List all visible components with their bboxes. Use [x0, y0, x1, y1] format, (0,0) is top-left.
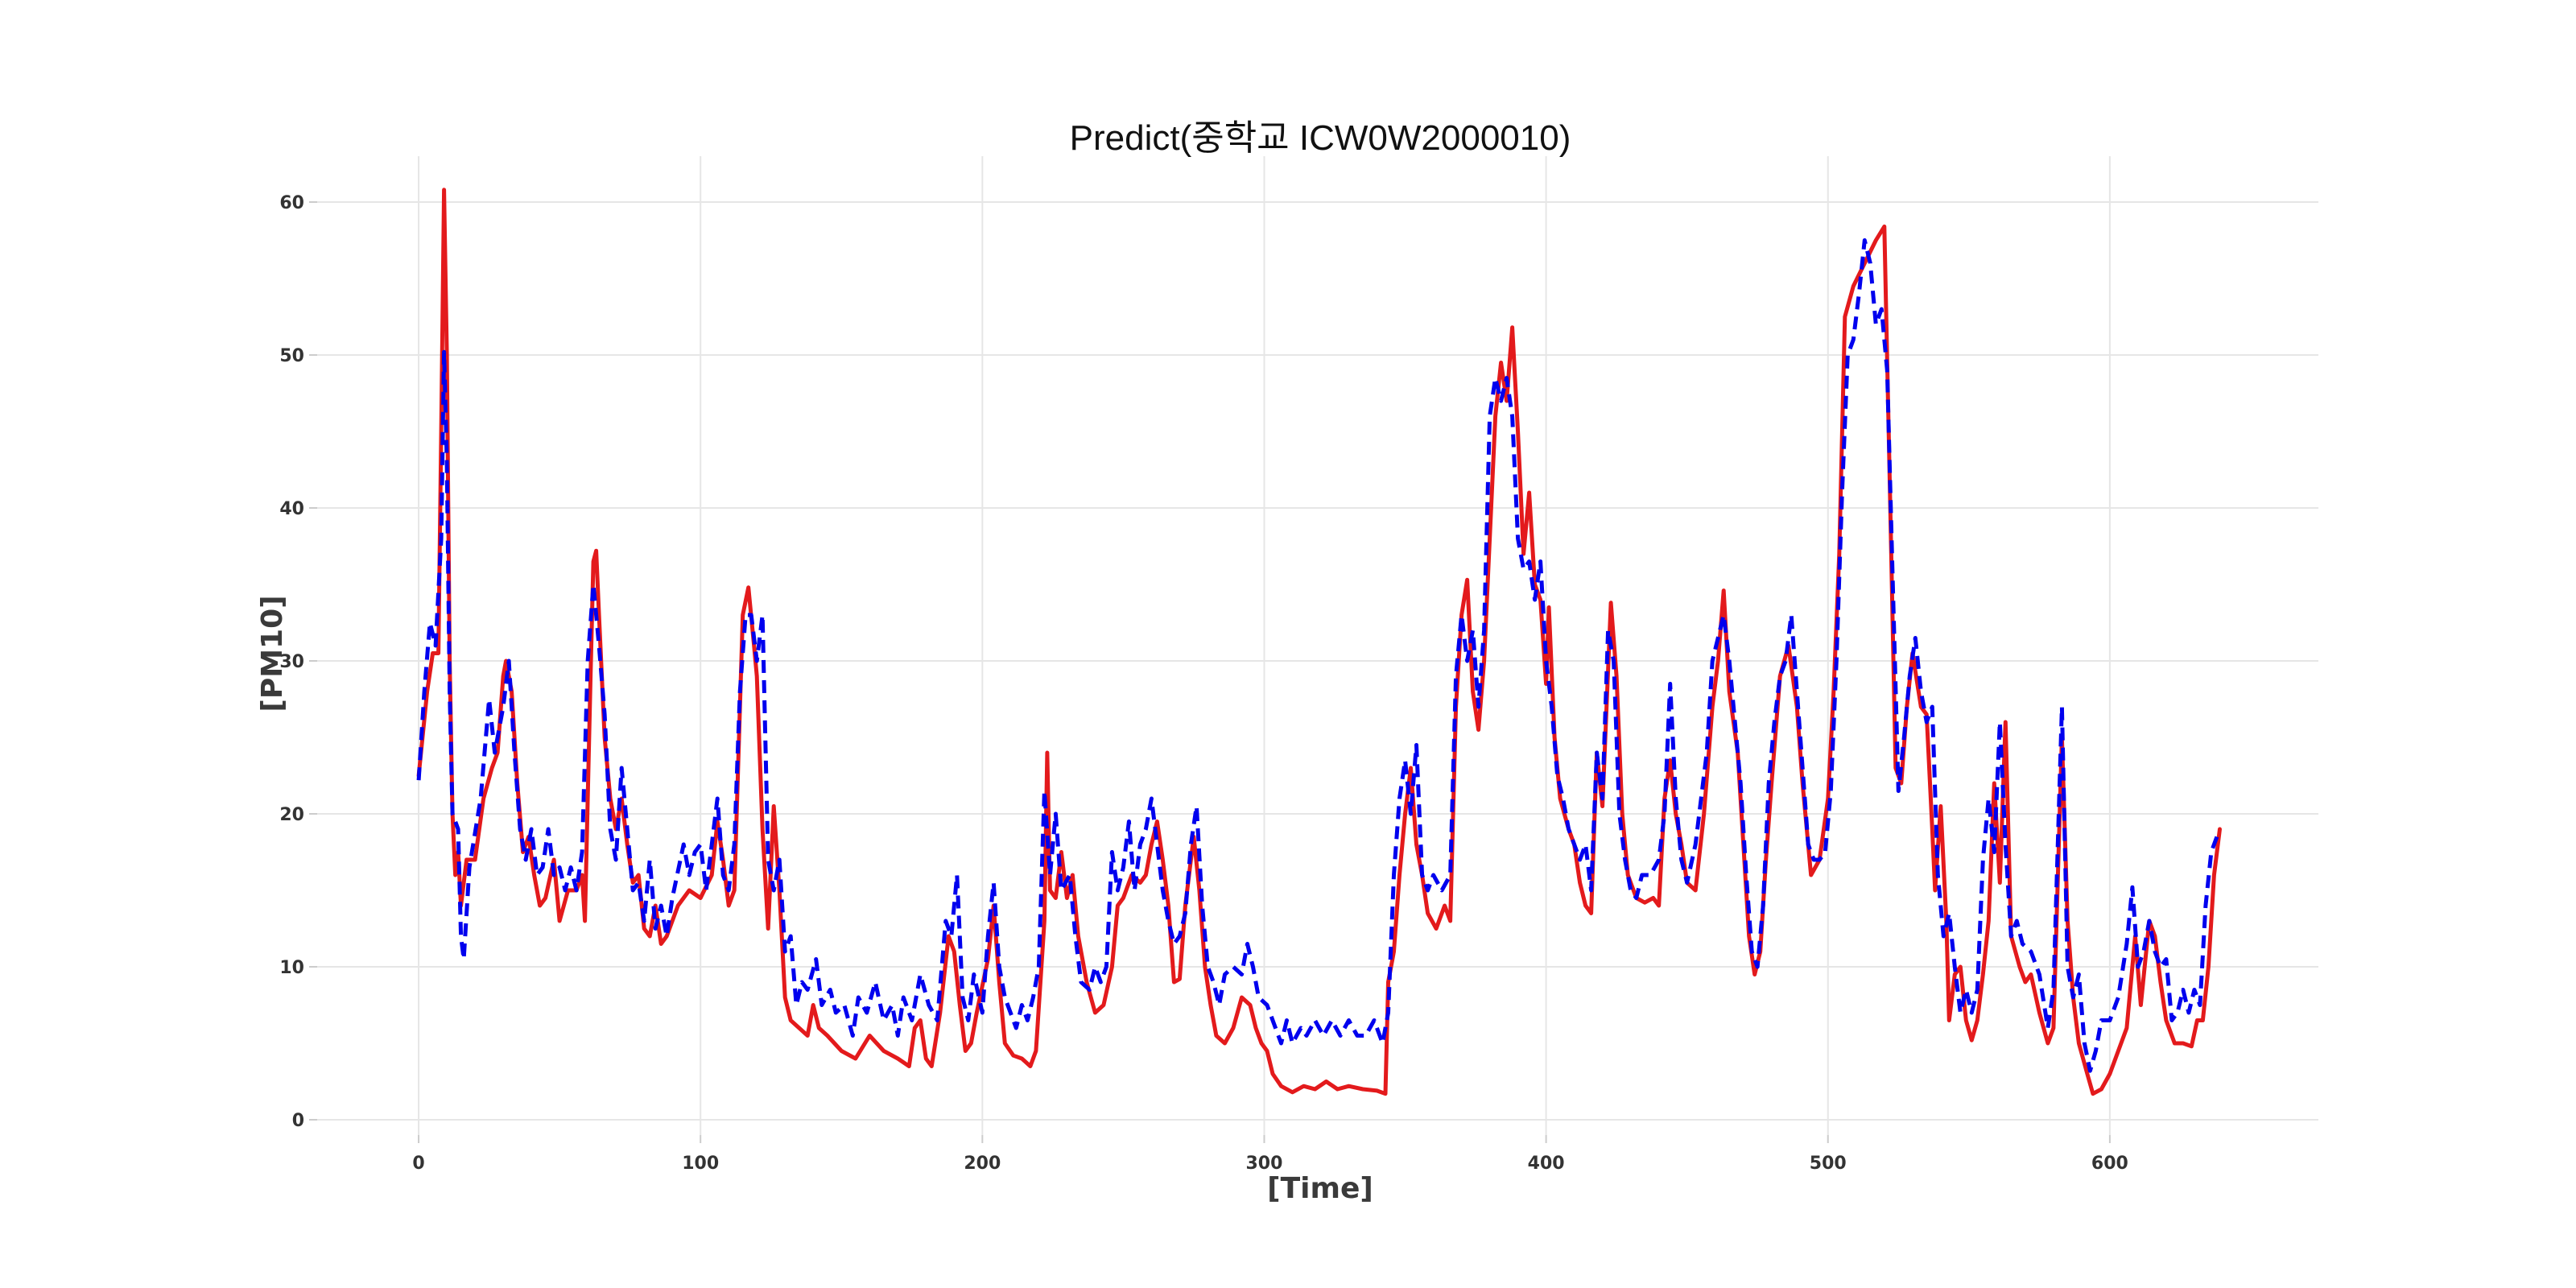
y-axis-label: [PM10] [256, 595, 289, 712]
x-tick-label: 600 [2091, 1154, 2128, 1174]
chart-title: Predict(중학교 ICW0W2000010) [1070, 118, 1571, 158]
y-tick-label: 0 [292, 1111, 304, 1131]
x-tick-label: 0 [412, 1154, 424, 1174]
x-tick-label: 300 [1246, 1154, 1283, 1174]
y-tick-label: 30 [279, 652, 304, 672]
y-tick-label: 50 [279, 346, 304, 366]
series-line-actual [416, 188, 2222, 1096]
x-tick-label: 100 [682, 1154, 719, 1174]
x-axis-label: [Time] [1267, 1172, 1373, 1205]
y-tick-label: 60 [279, 193, 304, 213]
x-tick-label: 200 [964, 1154, 1001, 1174]
x-tick-label: 400 [1528, 1154, 1565, 1174]
y-tick-label: 10 [279, 958, 304, 978]
grid-lines [317, 156, 2318, 1135]
series-line-predicted [416, 238, 2219, 1073]
y-tick-label: 40 [279, 499, 304, 519]
y-tick-label: 20 [279, 805, 304, 825]
series-lines [416, 188, 2222, 1096]
x-tick-label: 500 [1810, 1154, 1847, 1174]
